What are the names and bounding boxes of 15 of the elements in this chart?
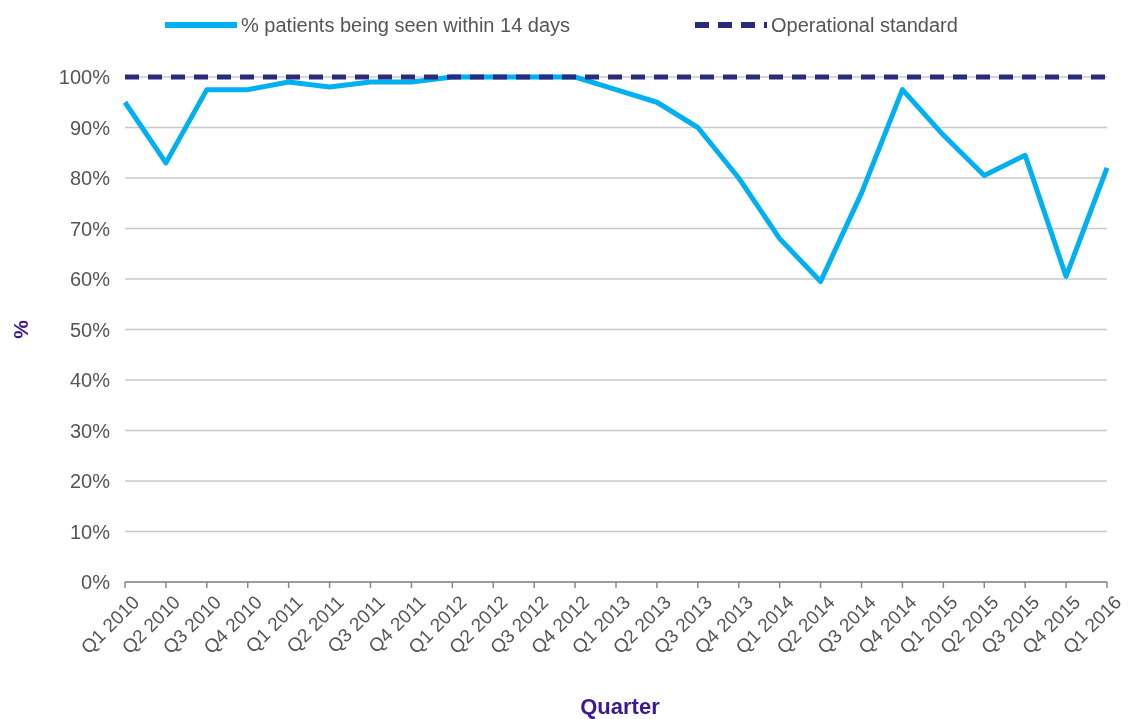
y-tick-label: 60% [69, 268, 111, 290]
y-tick-label: 40% [69, 369, 111, 391]
y-tick-label: 10% [69, 520, 111, 543]
y-tick-label: 20% [69, 470, 111, 492]
x-axis-title: Quarter [580, 694, 661, 719]
y-tick-label: 90% [69, 116, 111, 139]
y-tick-label: 50% [69, 318, 111, 341]
y-tick-label: 100% [58, 66, 111, 88]
y-tick-label: 0% [81, 571, 111, 593]
legend-label: % patients being seen within 14 days [241, 14, 571, 36]
y-axis-title: % [9, 319, 32, 339]
y-tick-label: 80% [69, 167, 111, 189]
legend-label: Operational standard [771, 14, 958, 36]
y-tick-label: 70% [69, 217, 111, 240]
y-tick-label: 30% [69, 419, 111, 442]
